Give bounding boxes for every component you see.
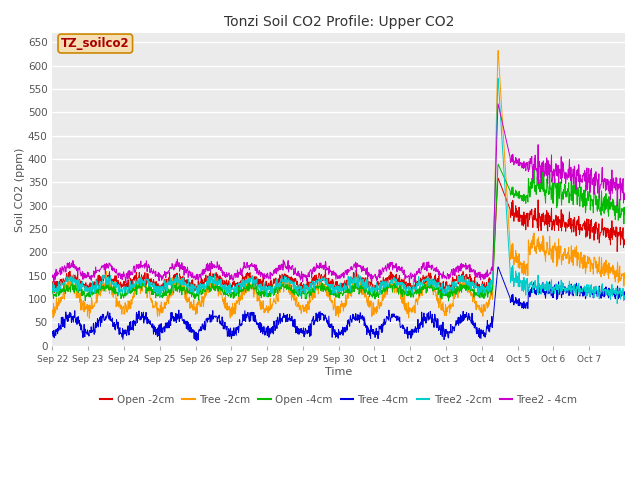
Text: TZ_soilco2: TZ_soilco2 [61,37,130,50]
Y-axis label: Soil CO2 (ppm): Soil CO2 (ppm) [15,147,25,231]
Legend: Open -2cm, Tree -2cm, Open -4cm, Tree -4cm, Tree2 -2cm, Tree2 - 4cm: Open -2cm, Tree -2cm, Open -4cm, Tree -4… [96,391,582,409]
X-axis label: Time: Time [325,367,352,376]
Title: Tonzi Soil CO2 Profile: Upper CO2: Tonzi Soil CO2 Profile: Upper CO2 [223,15,454,29]
